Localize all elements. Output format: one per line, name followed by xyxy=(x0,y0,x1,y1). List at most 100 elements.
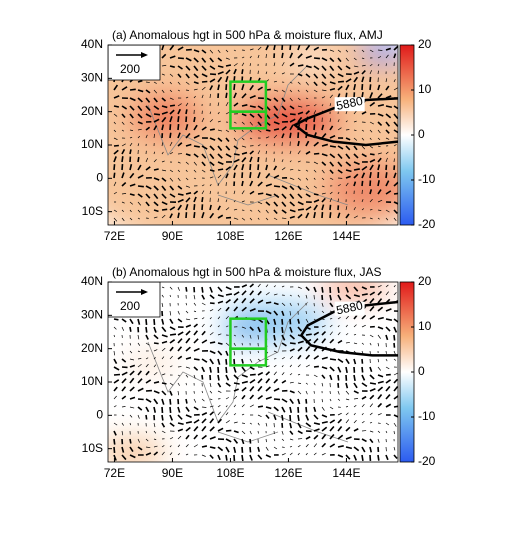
y-tick-label: 10N xyxy=(81,374,103,388)
flux-vector xyxy=(178,213,179,218)
flux-vector xyxy=(354,375,355,381)
flux-vector xyxy=(306,124,307,130)
flux-vector xyxy=(290,133,291,138)
flux-vector xyxy=(346,367,347,373)
flux-vector xyxy=(154,169,159,170)
flux-vector xyxy=(394,193,400,194)
flux-vector xyxy=(298,65,303,66)
flux-vector xyxy=(330,205,331,210)
y-tick-label: 40N xyxy=(81,274,103,288)
flux-vector xyxy=(186,399,187,404)
flux-vector xyxy=(362,181,363,186)
flux-vector xyxy=(154,319,155,325)
colorbar-tick-label: -20 xyxy=(418,454,436,468)
flux-vector xyxy=(194,117,195,122)
flux-vector xyxy=(210,205,211,210)
flux-vector xyxy=(306,311,307,314)
flux-vector xyxy=(242,455,243,461)
x-tick-label: 72E xyxy=(104,229,125,243)
flux-vector xyxy=(226,455,227,461)
flux-vector xyxy=(146,415,147,420)
flux-vector xyxy=(370,84,371,90)
flux-vector xyxy=(226,367,227,373)
flux-vector xyxy=(306,399,307,404)
flux-vector xyxy=(258,164,259,170)
flux-vector xyxy=(154,343,159,344)
y-tick-label: 20N xyxy=(81,104,103,118)
colorbar-tick-label: 10 xyxy=(418,82,432,96)
flux-vector xyxy=(330,146,336,147)
flux-vector xyxy=(314,124,315,130)
flux-vector xyxy=(138,399,144,400)
y-tick-label: 0 xyxy=(96,408,103,422)
flux-vector xyxy=(210,129,215,130)
flux-vector xyxy=(298,141,299,146)
flux-vector xyxy=(138,186,144,187)
flux-vector xyxy=(178,58,184,59)
flux-vector xyxy=(394,343,395,348)
flux-vector xyxy=(282,415,283,421)
y-tick-label: 20N xyxy=(81,341,103,355)
flux-vector xyxy=(194,204,195,210)
flux-vector xyxy=(130,439,131,444)
y-tick-label: 10S xyxy=(82,441,103,455)
flux-vector xyxy=(322,287,323,293)
flux-vector xyxy=(338,287,339,293)
colorbar-tick-label: -20 xyxy=(418,217,436,231)
colorbar-tick-label: 0 xyxy=(418,127,425,141)
x-tick-label: 90E xyxy=(162,229,183,243)
flux-vector xyxy=(202,375,203,379)
flux-vector xyxy=(154,382,159,383)
flux-vector xyxy=(282,319,283,325)
flux-vector xyxy=(362,294,368,295)
flux-vector xyxy=(130,149,131,154)
flux-vector xyxy=(370,383,376,384)
panel-title: (b) Anomalous hgt in 500 hPa & moisture … xyxy=(112,265,381,279)
flux-vector xyxy=(258,193,263,194)
colorbar-tick-label: 20 xyxy=(418,274,432,288)
flux-vector xyxy=(386,172,387,178)
flux-vector xyxy=(330,212,331,218)
flux-vector xyxy=(170,334,176,335)
flux-vector xyxy=(186,90,189,91)
flux-vector xyxy=(330,359,336,360)
flux-vector xyxy=(314,58,320,59)
panel-title: (a) Anomalous hgt in 500 hPa & moisture … xyxy=(112,28,383,42)
flux-vector xyxy=(290,343,296,344)
flux-vector xyxy=(114,106,119,107)
flux-vector xyxy=(314,212,315,218)
flux-vector xyxy=(194,359,200,360)
flux-vector xyxy=(186,287,187,292)
flux-vector xyxy=(194,212,195,218)
flux-vector xyxy=(250,164,251,170)
colorbar-tick-label: 20 xyxy=(418,37,432,51)
flux-vector xyxy=(162,415,163,421)
flux-vector xyxy=(170,66,175,67)
flux-vector xyxy=(314,366,319,367)
flux-vector xyxy=(130,89,136,90)
flux-vector xyxy=(162,209,167,210)
flux-vector xyxy=(370,77,371,82)
flux-vector xyxy=(362,92,363,98)
flux-vector xyxy=(114,319,118,320)
x-tick-label: 90E xyxy=(162,466,183,480)
flux-vector xyxy=(338,375,339,381)
flux-vector xyxy=(194,146,200,147)
flux-vector xyxy=(314,117,315,122)
flux-vector xyxy=(178,124,179,130)
flux-vector xyxy=(114,447,115,453)
x-tick-label: 72E xyxy=(104,466,125,480)
flux-vector xyxy=(242,359,243,364)
flux-vector xyxy=(386,319,392,320)
reference-label: 200 xyxy=(120,62,140,76)
flux-vector xyxy=(290,114,296,115)
flux-vector xyxy=(362,455,363,461)
flux-vector xyxy=(234,173,235,178)
x-tick-label: 108E xyxy=(216,229,244,243)
flux-vector xyxy=(186,109,187,114)
flux-vector xyxy=(394,406,400,407)
flux-vector xyxy=(242,69,243,74)
flux-vector xyxy=(154,114,160,115)
flux-vector xyxy=(114,145,119,146)
